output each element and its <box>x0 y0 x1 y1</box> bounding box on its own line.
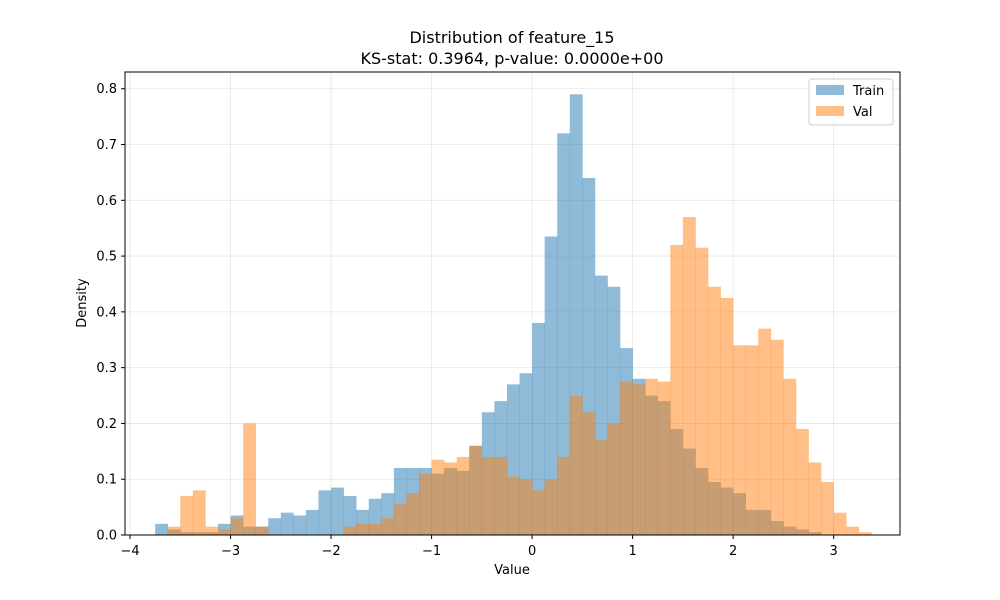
bars <box>155 94 872 536</box>
bar-val <box>192 490 206 535</box>
x-tick-label: 3 <box>830 544 838 559</box>
bar-train <box>544 236 558 535</box>
legend-swatch-val <box>816 106 844 116</box>
x-axis-ticks: −4 −3 −2 −1 0 1 2 3 <box>120 535 838 559</box>
bar-val <box>594 440 608 535</box>
bar-val <box>519 479 533 535</box>
x-tick-label: 2 <box>729 544 737 559</box>
bar-train <box>343 495 357 535</box>
bar-val <box>770 339 784 535</box>
bar-val <box>620 381 633 535</box>
plot-frame <box>124 71 901 536</box>
bar-val <box>444 462 458 535</box>
bar-val <box>469 445 483 535</box>
bar-val <box>481 456 495 535</box>
bar-train <box>280 512 294 535</box>
bar-val <box>708 286 721 535</box>
bar-val <box>582 412 596 535</box>
x-tick-label: −4 <box>120 544 139 559</box>
y-axis-label: Density <box>75 278 90 328</box>
y-tick-label: 0.2 <box>96 417 117 432</box>
bar-train <box>331 487 344 535</box>
y-axis-ticks: 0.0 0.1 0.2 0.3 0.4 0.5 0.6 0.7 0.8 <box>96 82 125 544</box>
bar-val <box>783 378 797 535</box>
x-axis-label: Value <box>494 563 530 578</box>
chart-subtitle: KS-stat: 0.3964, p-value: 0.0000e+00 <box>360 49 663 68</box>
y-tick-label: 0.4 <box>96 305 117 320</box>
x-tick-label: −1 <box>422 544 441 559</box>
bar-val <box>205 526 219 535</box>
bar-val <box>506 476 520 535</box>
x-tick-label: −2 <box>321 544 340 559</box>
bar-val <box>167 526 181 535</box>
bar-val <box>607 423 621 535</box>
bar-val <box>431 459 445 535</box>
bar-val <box>356 523 370 535</box>
bar-val <box>544 479 558 535</box>
legend-label-train: Train <box>852 84 884 99</box>
bar-val <box>343 526 357 535</box>
y-tick-label: 0.7 <box>96 138 117 153</box>
bar-train <box>268 518 282 535</box>
bar-val <box>720 297 734 535</box>
x-tick-label: −3 <box>221 544 240 559</box>
x-tick-label: 0 <box>528 544 536 559</box>
y-tick-label: 0.8 <box>96 82 117 97</box>
bar-train <box>532 323 545 535</box>
bar-val <box>419 473 432 535</box>
bar-val <box>695 247 709 536</box>
bar-val <box>645 378 659 535</box>
bar-val <box>795 429 809 535</box>
bar-val <box>381 518 395 535</box>
bar-train <box>155 523 169 535</box>
bar-val <box>456 456 470 535</box>
bar-val <box>230 518 244 535</box>
bar-val <box>255 526 269 535</box>
bar-val <box>846 526 860 535</box>
bar-val <box>494 456 508 535</box>
bar-val <box>682 217 696 536</box>
y-tick-label: 0.1 <box>96 473 117 488</box>
series-val <box>167 217 872 536</box>
bar-train <box>318 490 332 535</box>
bar-val <box>858 532 872 535</box>
bar-train <box>557 133 571 535</box>
bar-val <box>393 504 407 535</box>
bar-val <box>821 482 834 535</box>
y-tick-label: 0.3 <box>96 361 117 376</box>
bar-val <box>569 395 583 535</box>
bar-val <box>657 381 671 535</box>
y-tick-label: 0.5 <box>96 250 117 265</box>
y-tick-label: 0.6 <box>96 194 117 209</box>
x-tick-label: 1 <box>628 544 636 559</box>
bar-val <box>733 345 747 535</box>
chart-title: Distribution of feature_15 <box>409 28 614 48</box>
bar-val <box>217 529 231 535</box>
legend: Train Val <box>808 78 894 126</box>
legend-swatch-train <box>816 85 844 95</box>
bar-val <box>833 512 847 535</box>
bar-val <box>180 495 194 535</box>
bar-val <box>243 423 256 535</box>
bar-val <box>632 384 646 535</box>
bar-val <box>758 328 772 535</box>
bar-train <box>293 515 307 535</box>
bar-val <box>368 523 382 535</box>
y-tick-label: 0.0 <box>96 529 117 544</box>
bar-train <box>305 509 319 535</box>
bar-val <box>557 456 571 535</box>
bar-val <box>532 490 545 535</box>
bar-val <box>670 244 684 535</box>
legend-label-val: Val <box>853 105 872 120</box>
bar-val <box>808 462 822 535</box>
bar-val <box>745 345 759 535</box>
bar-val <box>406 493 420 535</box>
